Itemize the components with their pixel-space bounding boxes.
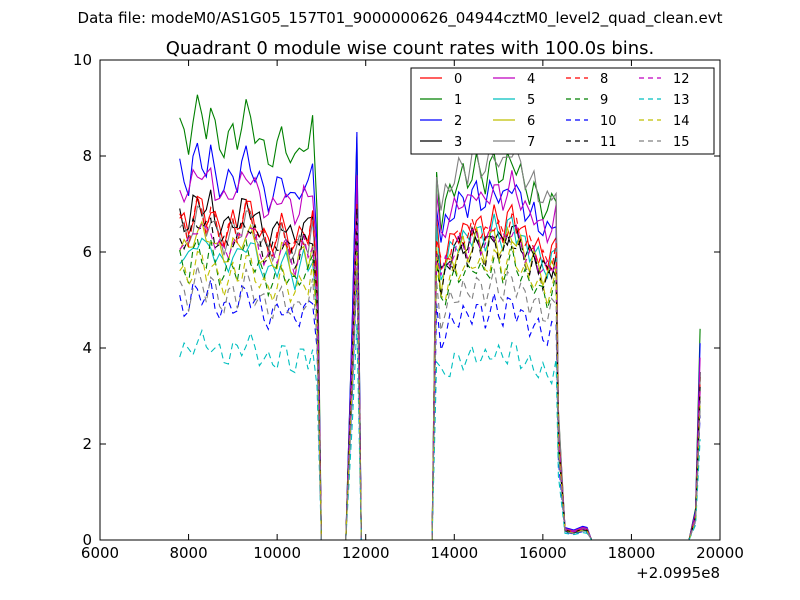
x-tick-label: 14000 bbox=[430, 544, 478, 562]
series-layer bbox=[179, 94, 701, 540]
series-line-14 bbox=[179, 240, 701, 540]
y-tick-label: 8 bbox=[82, 147, 92, 165]
plot-area: 6000 8000 10000 12000 14000 16000 18000 20000 0 2… bbox=[73, 51, 744, 562]
series-line-9 bbox=[179, 237, 701, 540]
legend-label-9: 9 bbox=[600, 93, 608, 108]
x-tick-label: 6000 bbox=[81, 544, 119, 562]
legend-label-3: 3 bbox=[454, 135, 462, 150]
legend-label-11: 11 bbox=[600, 135, 617, 150]
legend-label-5: 5 bbox=[527, 93, 535, 108]
chart-title: Quadrant 0 module wise count rates with … bbox=[166, 38, 655, 59]
x-tick-label: 18000 bbox=[608, 544, 656, 562]
legend-label-6: 6 bbox=[527, 114, 535, 129]
legend-label-7: 7 bbox=[527, 135, 535, 150]
x-offset-label: +2.0995e8 bbox=[636, 564, 720, 582]
series-line-4 bbox=[179, 166, 701, 540]
series-line-2 bbox=[179, 131, 701, 540]
series-line-7 bbox=[179, 145, 701, 540]
y-tick-label: 0 bbox=[82, 531, 92, 549]
series-line-11 bbox=[179, 208, 701, 540]
legend-box bbox=[410, 67, 715, 155]
x-tick-label: 10000 bbox=[253, 544, 301, 562]
legend-label-8: 8 bbox=[600, 72, 608, 87]
series-line-1 bbox=[179, 94, 701, 540]
y-tick-label: 4 bbox=[82, 339, 92, 357]
legend-label-0: 0 bbox=[454, 72, 462, 87]
plot-frame bbox=[99, 59, 721, 541]
y-tick-label: 10 bbox=[73, 51, 92, 69]
x-tick-label: 8000 bbox=[169, 544, 207, 562]
x-tick-label: 12000 bbox=[342, 544, 390, 562]
y-tick-label: 6 bbox=[82, 243, 92, 261]
legend-label-4: 4 bbox=[527, 72, 535, 87]
series-line-12 bbox=[179, 218, 701, 540]
y-tick-label: 2 bbox=[82, 435, 92, 453]
legend-label-12: 12 bbox=[673, 72, 690, 87]
series-line-5 bbox=[179, 213, 701, 540]
legend-label-1: 1 bbox=[454, 93, 462, 108]
legend-label-14: 14 bbox=[673, 114, 690, 129]
x-tick-label: 20000 bbox=[696, 544, 744, 562]
series-line-13 bbox=[179, 323, 701, 540]
legend-label-13: 13 bbox=[673, 93, 690, 108]
series-line-0 bbox=[179, 194, 701, 540]
series-line-15 bbox=[179, 265, 701, 540]
x-tick-label: 16000 bbox=[519, 544, 567, 562]
legend-label-2: 2 bbox=[454, 114, 462, 129]
axis-layer: 6000 8000 10000 12000 14000 16000 18000 20000 0 2… bbox=[73, 51, 744, 562]
legend-label-15: 15 bbox=[673, 135, 690, 150]
data-file-header: Data file: modeM0/AS1G05_157T01_90000006… bbox=[78, 9, 723, 28]
series-line-10 bbox=[179, 271, 701, 540]
legend-label-10: 10 bbox=[600, 114, 617, 129]
